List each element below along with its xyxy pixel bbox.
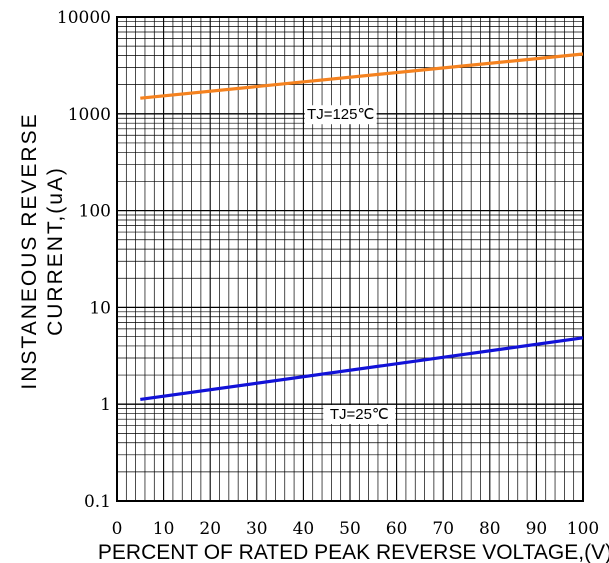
y-tick-label: 1000 xyxy=(68,105,111,125)
series-line-tj-25c xyxy=(140,336,584,402)
y-tick-label: 100 xyxy=(79,202,111,222)
series-group: TJ=125℃ TJ=25℃ xyxy=(140,52,584,425)
series-line-tj-125c xyxy=(140,52,584,100)
x-tick-label: 100 xyxy=(567,519,599,539)
series-label-bg xyxy=(323,405,396,425)
y-tick-label: 0.1 xyxy=(84,492,111,512)
x-tick-label: 80 xyxy=(479,519,501,539)
y-tick-label: 10 xyxy=(89,298,111,318)
x-tick-label: 30 xyxy=(246,519,268,539)
series-label-tj-25c: TJ=25℃ xyxy=(330,406,389,423)
x-tick-label: 20 xyxy=(199,519,221,539)
x-tick-label: 70 xyxy=(432,519,454,539)
x-axis-label: PERCENT OF RATED PEAK REVERSE VOLTAGE,(V… xyxy=(98,541,609,563)
y-axis-label: INSTANEOUS REVERSE CURRENT,(uA) xyxy=(18,112,67,389)
y-tick-label: 1 xyxy=(100,395,111,415)
x-tick-label: 0 xyxy=(112,519,123,539)
x-tick-label: 90 xyxy=(526,519,548,539)
y-tick-labels: 0.1 1 10 100 1000 10000 xyxy=(57,8,111,512)
y-axis-label-line2: CURRENT,(uA) xyxy=(44,166,67,336)
x-tick-label: 40 xyxy=(293,519,315,539)
x-tick-label: 10 xyxy=(153,519,175,539)
plot-frame xyxy=(116,16,584,502)
y-axis-label-line1: INSTANEOUS REVERSE xyxy=(18,112,41,389)
y-tick-label: 10000 xyxy=(57,8,111,28)
x-tick-label: 60 xyxy=(386,519,408,539)
grid xyxy=(116,17,584,502)
x-tick-labels: 0 10 20 30 40 50 60 70 80 90 100 xyxy=(112,519,600,539)
series-label-tj-125c: TJ=125℃ xyxy=(307,106,374,123)
series-label-bg xyxy=(304,105,377,125)
x-tick-label: 50 xyxy=(339,519,361,539)
